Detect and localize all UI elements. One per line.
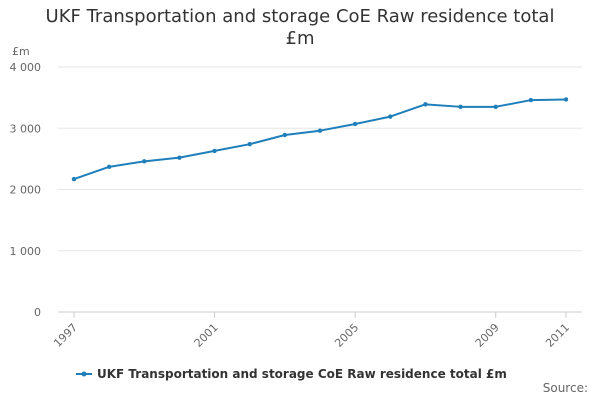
chart-title-line-1: UKF Transportation and storage CoE Raw r… <box>45 6 555 27</box>
legend-label[interactable]: UKF Transportation and storage CoE Raw r… <box>97 367 507 381</box>
data-point[interactable] <box>282 132 288 138</box>
y-axis-unit-label: £m <box>12 45 30 58</box>
gridlines <box>58 66 582 313</box>
legend-point-marker <box>81 371 87 377</box>
chart-title: UKF Transportation and storage CoE Raw r… <box>0 6 600 50</box>
source-label: Source: <box>542 381 588 395</box>
y-tick-label: 2 000 <box>10 184 42 197</box>
x-tick-label: 2009 <box>473 321 502 350</box>
data-point[interactable] <box>71 176 77 182</box>
y-tick-label: 1 000 <box>10 245 42 258</box>
series-group <box>71 97 569 182</box>
data-point[interactable] <box>142 159 147 164</box>
data-point[interactable] <box>317 128 323 133</box>
y-tick-label: 0 <box>34 306 41 319</box>
x-axis-ticks: 1997 2001 2005 2009 2011 <box>51 312 572 350</box>
series-line <box>73 98 567 181</box>
data-point[interactable] <box>247 141 252 147</box>
data-point[interactable] <box>212 148 217 154</box>
data-point[interactable] <box>563 97 569 102</box>
x-tick-label: 2001 <box>192 321 221 350</box>
data-point[interactable] <box>177 155 182 160</box>
x-tick-label: 2011 <box>543 321 572 350</box>
data-point[interactable] <box>106 164 112 170</box>
data-point[interactable] <box>528 97 534 103</box>
chart-title-line-2: £m <box>285 28 315 49</box>
data-point[interactable] <box>352 121 358 127</box>
legend[interactable]: UKF Transportation and storage CoE Raw r… <box>76 367 507 381</box>
data-point[interactable] <box>423 102 428 107</box>
y-tick-label: 4 000 <box>10 61 42 74</box>
y-tick-label: 3 000 <box>10 122 42 135</box>
y-axis-ticks: 0 1 000 2 000 3 000 4 000 <box>10 61 42 319</box>
data-point[interactable] <box>458 104 463 110</box>
x-tick-label: 1997 <box>51 321 80 350</box>
data-point[interactable] <box>493 104 498 110</box>
x-tick-label: 2005 <box>332 321 361 350</box>
data-point[interactable] <box>388 114 393 119</box>
